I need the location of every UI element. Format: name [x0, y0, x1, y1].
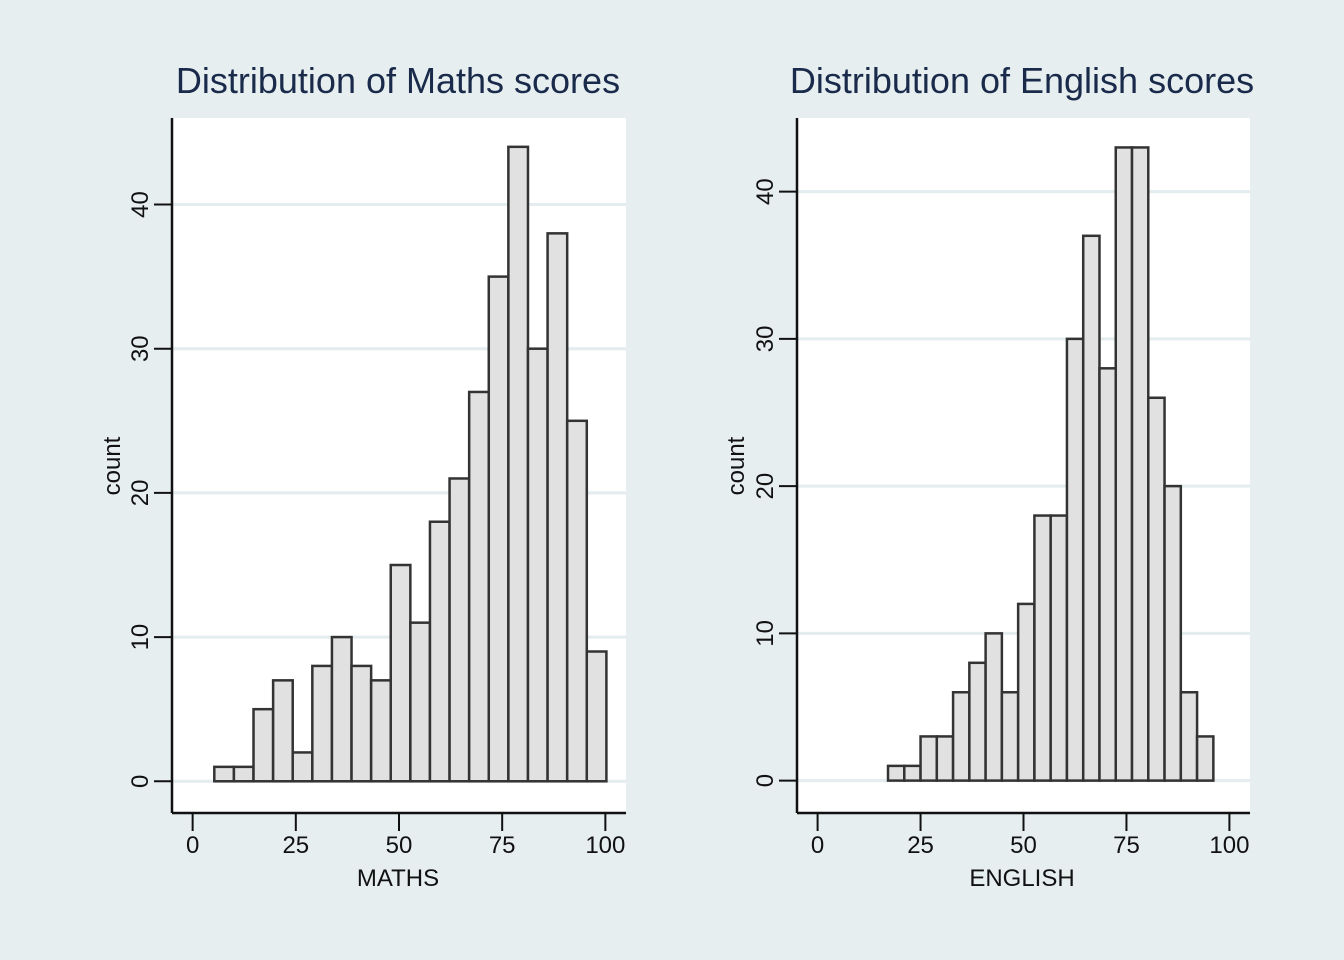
maths-histogram-bar — [487, 275, 510, 783]
english-histogram-bar — [968, 661, 987, 782]
english-histogram-bar — [1065, 337, 1085, 782]
english-x-tick-label: 75 — [1113, 832, 1140, 859]
english-histogram-panel: Distribution of English scores ENGLISH c… — [723, 60, 1254, 892]
maths-histogram-bar — [389, 563, 412, 783]
maths-histogram-bar — [585, 650, 608, 783]
english-histogram-bar — [935, 735, 955, 782]
english-y-tick-label: 0 — [752, 774, 779, 787]
maths-histogram-bar — [448, 477, 471, 783]
maths-histogram-bar — [507, 145, 530, 783]
maths-x-tick-label: 25 — [282, 832, 309, 859]
maths-histogram-bar — [232, 765, 255, 783]
english-histogram-bar — [886, 764, 906, 782]
english-x-tick-label: 50 — [1010, 832, 1037, 859]
maths-histogram-bar — [330, 635, 353, 783]
english-histogram-bar — [1179, 691, 1199, 782]
maths-y-axis-label: count — [99, 436, 126, 495]
maths-y-tick-label: 30 — [127, 335, 154, 362]
maths-histogram-bar — [546, 232, 569, 783]
maths-x-tick-label: 100 — [585, 832, 625, 859]
english-histogram-bar — [1033, 514, 1052, 782]
english-histogram-bar — [919, 735, 939, 782]
maths-histogram-bar — [428, 520, 451, 783]
english-x-tick-label: 0 — [811, 832, 824, 859]
english-y-axis-label: count — [723, 436, 750, 495]
maths-y-tick-label: 10 — [127, 624, 154, 651]
maths-y-tick-label: 40 — [127, 191, 154, 218]
maths-histogram-bar — [369, 679, 392, 783]
english-histogram-bar — [1147, 396, 1166, 782]
english-histogram-bar — [1114, 146, 1134, 782]
english-histogram-bar — [1081, 234, 1101, 782]
english-y-tick-label: 20 — [752, 473, 779, 500]
english-y-tick-label: 30 — [752, 326, 779, 353]
maths-histogram-bar — [409, 621, 432, 783]
maths-x-tick-label: 50 — [386, 832, 413, 859]
maths-x-tick-label: 75 — [489, 832, 516, 859]
maths-y-tick-label: 0 — [127, 775, 154, 788]
maths-histogram-bar — [271, 679, 294, 783]
maths-x-axis-label: MATHS — [357, 865, 439, 892]
maths-histogram-bar — [467, 390, 491, 783]
english-histogram-bar — [1098, 367, 1117, 782]
english-chart-title: Distribution of English scores — [790, 60, 1254, 101]
maths-histogram-panel: Distribution of Maths scores MATHS count… — [99, 60, 626, 892]
english-y-tick-label: 10 — [752, 620, 779, 647]
maths-x-tick-label: 0 — [186, 832, 199, 859]
maths-histogram-bar — [526, 347, 549, 783]
english-histogram-bar — [951, 691, 971, 782]
english-x-axis-label: ENGLISH — [969, 865, 1074, 892]
english-x-tick-label: 25 — [907, 832, 934, 859]
maths-histogram-bar — [291, 751, 314, 783]
english-histogram-bar — [1049, 514, 1069, 782]
maths-y-tick-label: 20 — [127, 480, 154, 507]
english-histogram-bar — [1016, 602, 1036, 782]
english-x-tick-label: 100 — [1209, 832, 1249, 859]
maths-histogram-bar — [311, 664, 334, 783]
english-histogram-bar — [1130, 146, 1150, 782]
maths-chart-title: Distribution of Maths scores — [176, 60, 620, 101]
maths-histogram-bar — [213, 765, 236, 783]
maths-histogram-bar — [350, 664, 373, 783]
english-y-tick-label: 40 — [752, 178, 779, 205]
english-histogram-bar — [1195, 735, 1215, 782]
english-histogram-bar — [903, 764, 922, 782]
english-histogram-bar — [1163, 484, 1183, 782]
english-histogram-bar — [1000, 691, 1020, 782]
english-histogram-bar — [984, 632, 1004, 782]
maths-histogram-bar — [565, 419, 589, 783]
maths-histogram-bar — [252, 707, 275, 783]
